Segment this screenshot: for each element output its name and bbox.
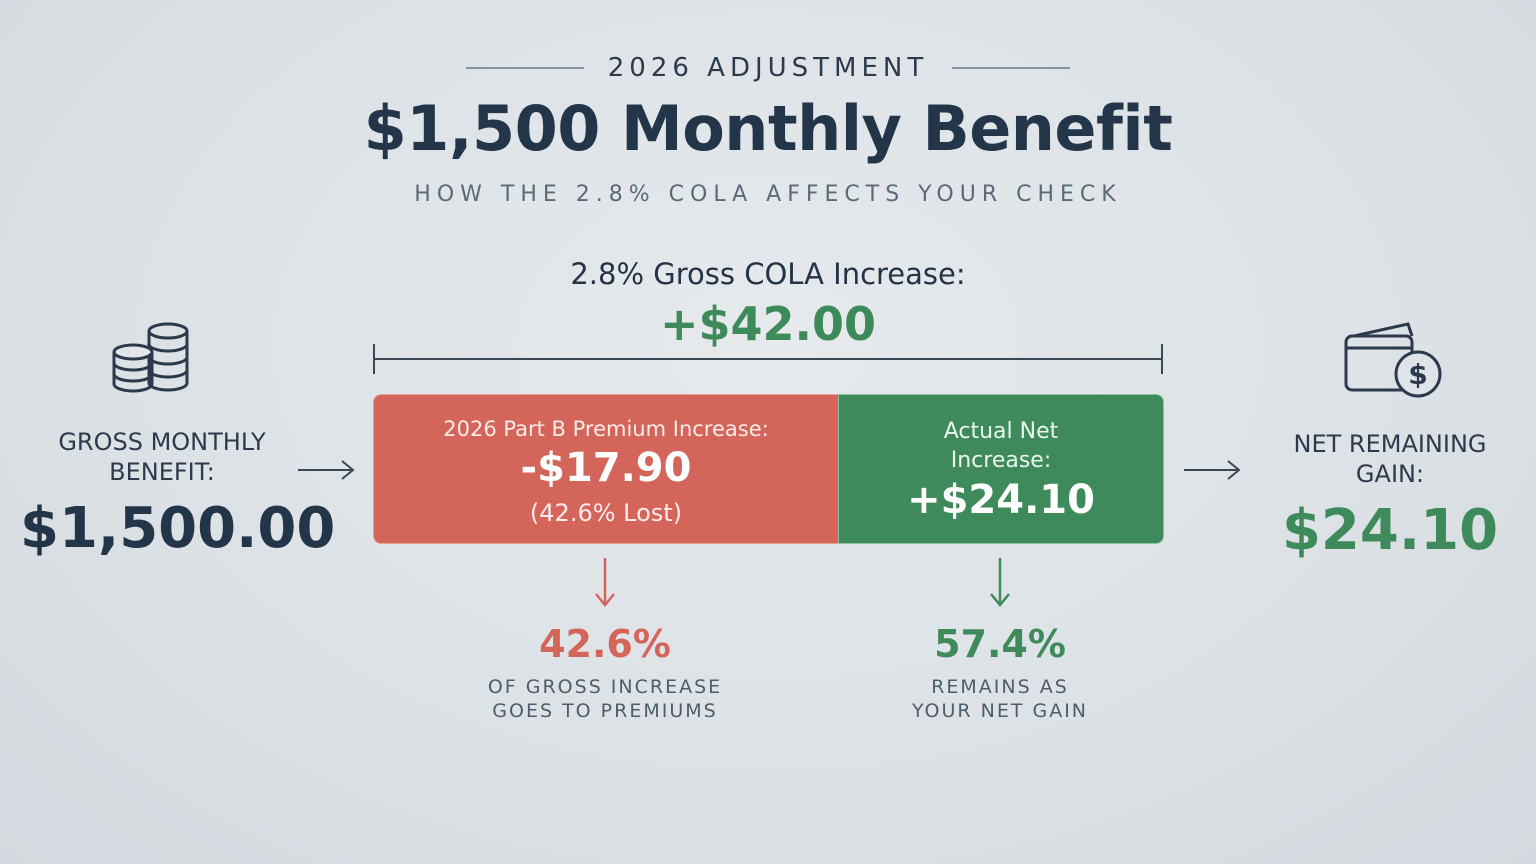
net-increase-value: +$24.10 [907,477,1095,523]
cola-bracket-left-tick [373,344,375,374]
net-gain-value: $24.10 [1281,498,1499,563]
page-title: $1,500 Monthly Benefit [363,92,1173,165]
net-gain-label: NET REMAINING GAIN: [1280,429,1500,489]
wallet-dollar-icon: $ [1342,318,1448,408]
net-desc-line1: REMAINS AS [931,676,1069,698]
net-percent: 57.4% [934,622,1066,666]
net-gain-label-line1: NET REMAINING [1293,430,1487,458]
gross-benefit-label-line2: BENEFIT: [109,458,215,486]
cola-value: +$42.00 [659,297,877,351]
header-eyebrow: 2026 ADJUSTMENT [0,48,1536,88]
premium-label: 2026 Part B Premium Increase: [443,417,769,441]
premium-segment: 2026 Part B Premium Increase: -$17.90 (4… [373,394,839,544]
net-desc-line2: YOUR NET GAIN [911,700,1089,722]
premium-value: -$17.90 [520,445,692,491]
arrow-right-icon [296,458,358,486]
premium-percent-description: OF GROSS INCREASE GOES TO PREMIUMS [455,675,755,723]
coins-stack-icon [110,318,192,404]
premium-note: (42.6% Lost) [529,499,683,527]
net-increase-label-line1: Actual Net [943,419,1059,444]
net-increase-label: Actual Net Increase: [839,417,1163,475]
svg-text:$: $ [1408,358,1427,391]
premium-desc-line1: OF GROSS INCREASE [487,676,723,698]
eyebrow-divider-left [465,67,584,69]
cola-bracket [374,358,1162,360]
gross-benefit-label-line1: GROSS MONTHLY [58,428,266,456]
eyebrow-text: 2026 ADJUSTMENT [607,53,929,83]
eyebrow-divider-right [952,67,1071,69]
gross-benefit-value: $1,500.00 [20,496,336,561]
net-percent-description: REMAINS AS YOUR NET GAIN [850,675,1150,723]
premium-desc-line2: GOES TO PREMIUMS [492,700,718,722]
net-increase-label-line2: Increase: [950,448,1052,473]
gross-benefit-label: GROSS MONTHLY BENEFIT: [40,427,284,487]
cola-label: 2.8% Gross COLA Increase: [570,257,966,291]
cola-bracket-right-tick [1161,344,1163,374]
net-increase-segment: Actual Net Increase: +$24.10 [838,394,1164,544]
page-subtitle: HOW THE 2.8% COLA AFFECTS YOUR CHECK [414,182,1122,207]
net-gain-label-line2: GAIN: [1355,460,1425,488]
premium-percent: 42.6% [539,622,671,666]
arrow-down-icon [988,556,1012,612]
arrow-right-icon [1182,458,1244,486]
arrow-down-icon [593,556,617,612]
